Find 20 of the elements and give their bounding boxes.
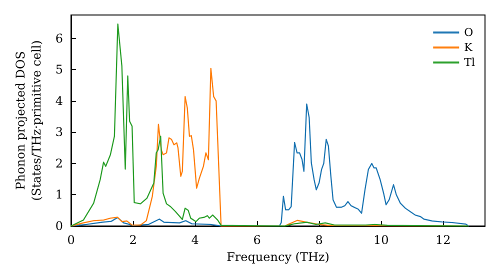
line-series <box>70 103 470 227</box>
x-tick-label: 4 <box>191 233 200 247</box>
y-tick-label: 1 <box>55 188 63 202</box>
y-tick-label: 3 <box>55 125 63 140</box>
x-tick-label: 8 <box>315 233 323 247</box>
legend-label: Tl <box>464 56 476 69</box>
x-tick-label: 6 <box>253 233 261 247</box>
y-tick-label: 6 <box>55 31 63 46</box>
legend-label: K <box>464 41 474 54</box>
x-tick-label: 10 <box>373 233 389 247</box>
x-tick-label: 0 <box>67 233 75 247</box>
y-tick-label: 2 <box>55 156 63 170</box>
x-tick-label: 2 <box>129 233 137 247</box>
legend-label: O <box>464 26 474 39</box>
y-tick-label: 4 <box>55 94 64 108</box>
y-tick-label: 0 <box>55 219 63 233</box>
x-axis-title: Frequency (THz) <box>226 250 330 264</box>
y-axis-title: Phonon projected DOS (States/THz·primitive cell) <box>13 40 44 201</box>
x-tick-label: 12 <box>435 233 451 247</box>
y-tick-label: 5 <box>55 62 63 77</box>
